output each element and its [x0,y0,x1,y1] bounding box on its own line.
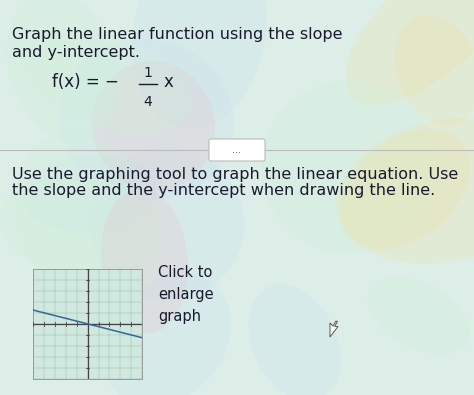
Ellipse shape [395,15,474,126]
Ellipse shape [14,133,163,312]
Ellipse shape [7,0,118,141]
Text: x: x [164,73,174,91]
Ellipse shape [0,176,161,277]
Ellipse shape [58,39,235,200]
Text: 1: 1 [144,66,153,80]
Ellipse shape [104,275,231,395]
Ellipse shape [90,148,244,301]
Text: Graph the linear function using the slope: Graph the linear function using the slop… [12,27,343,42]
Ellipse shape [249,284,341,395]
Polygon shape [330,321,338,337]
Ellipse shape [345,0,474,105]
Text: Click to
enlarge
graph: Click to enlarge graph [158,265,214,324]
Text: 4: 4 [144,95,152,109]
Ellipse shape [21,28,192,132]
Ellipse shape [23,155,156,232]
Ellipse shape [92,62,215,191]
Text: ...: ... [233,145,241,155]
Text: Use the graphing tool to graph the linear equation. Use: Use the graphing tool to graph the linea… [12,167,458,182]
Ellipse shape [261,80,437,254]
Ellipse shape [101,188,188,333]
Ellipse shape [367,277,470,355]
Ellipse shape [336,118,474,264]
Ellipse shape [133,0,267,129]
Text: the slope and the y-intercept when drawing the line.: the slope and the y-intercept when drawi… [12,183,435,198]
Ellipse shape [341,129,469,249]
FancyBboxPatch shape [209,139,265,161]
Text: and y-intercept.: and y-intercept. [12,45,140,60]
Text: f(x) = −: f(x) = − [52,73,119,91]
